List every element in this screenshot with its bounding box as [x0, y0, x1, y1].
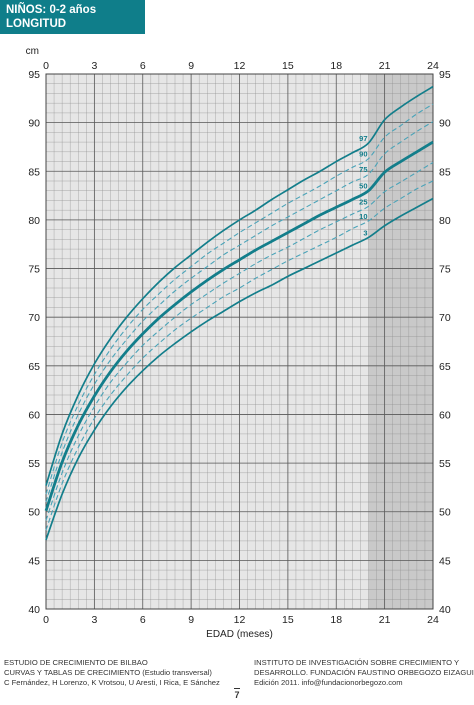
x-tick-label-top: 0 — [43, 60, 49, 72]
percentile-curve-p50 — [44, 140, 434, 512]
x-tick-label-bottom: 6 — [140, 614, 146, 626]
y-tick-label-right: 80 — [439, 215, 451, 227]
y-tick-label-left: 50 — [28, 507, 40, 519]
x-tick-label-top: 6 — [140, 60, 146, 72]
percentile-label-p10: 10 — [359, 212, 367, 221]
x-tick-label-top: 21 — [379, 60, 391, 72]
page-number-text: 7 — [234, 688, 240, 700]
footer-right-line3: Edición 2011. info@fundacionorbegozo.com — [254, 678, 403, 687]
title-box: NIÑOS: 0-2 años LONGITUD — [0, 0, 145, 34]
y-tick-label-right: 60 — [439, 409, 451, 421]
y-tick-label-left: 95 — [28, 69, 40, 81]
percentile-curve-p10 — [45, 180, 434, 531]
y-tick-label-right: 85 — [439, 166, 451, 178]
y-tick-label-right: 40 — [439, 604, 451, 616]
plot-frame — [45, 73, 434, 610]
x-tick-label-top: 3 — [91, 60, 97, 72]
y-tick-label-left: 55 — [28, 458, 40, 470]
footer-right: INSTITUTO DE INVESTIGACIÓN SOBRE CRECIMI… — [254, 658, 474, 688]
y-tick-label-left: 70 — [28, 312, 40, 324]
percentile-label-p75: 75 — [359, 165, 367, 174]
y-tick-label-right: 50 — [439, 507, 451, 519]
x-tick-label-bottom: 12 — [234, 614, 246, 626]
x-tick-label-bottom: 0 — [43, 614, 49, 626]
x-tick-label-bottom: 18 — [330, 614, 342, 626]
page-title: NIÑOS: 0-2 años — [6, 4, 97, 16]
y-tick-label-right: 75 — [439, 264, 451, 276]
y-tick-label-right: 70 — [439, 312, 451, 324]
y-tick-label-left: 75 — [28, 264, 40, 276]
percentile-curve-p97 — [45, 85, 434, 486]
percentile-curve-p3 — [45, 197, 434, 541]
y-tick-label-left: 40 — [28, 604, 40, 616]
x-tick-label-bottom: 3 — [91, 614, 97, 626]
footer-left-line1: ESTUDIO DE CRECIMIENTO DE BILBAO — [4, 658, 148, 667]
x-tick-label-top: 9 — [188, 60, 194, 72]
percentile-label-p97: 97 — [359, 134, 367, 143]
x-tick-label-bottom: 9 — [188, 614, 194, 626]
y-tick-label-left: 60 — [28, 409, 40, 421]
y-tick-label-right: 65 — [439, 361, 451, 373]
percentile-curve-p90 — [45, 103, 434, 495]
y-tick-label-left: 45 — [28, 555, 40, 567]
x-tick-label-top: 12 — [234, 60, 246, 72]
x-tick-label-top: 18 — [330, 60, 342, 72]
y-tick-label-right: 90 — [439, 118, 451, 130]
percentile-curve-p75 — [45, 121, 434, 503]
y-tick-label-right: 95 — [439, 69, 451, 81]
x-tick-label-top: 24 — [427, 60, 439, 72]
x-tick-label-bottom: 21 — [379, 614, 391, 626]
footer-right-line1: INSTITUTO DE INVESTIGACIÓN SOBRE CRECIMI… — [254, 658, 460, 667]
page-number: 7 — [0, 688, 474, 700]
page-subtitle: LONGITUD — [6, 18, 67, 30]
percentile-curve-p25 — [45, 162, 434, 521]
percentile-label-p3: 3 — [363, 228, 367, 237]
footer-left-line3: C Fernández, H Lorenzo, K Vrotsou, U Are… — [4, 678, 220, 687]
y-tick-label-left: 85 — [28, 166, 40, 178]
percentile-label-p90: 90 — [359, 150, 367, 159]
footer-left: ESTUDIO DE CRECIMIENTO DE BILBAO CURVAS … — [4, 658, 220, 688]
x-tick-label-bottom: 24 — [427, 614, 439, 626]
y-tick-label-right: 45 — [439, 555, 451, 567]
y-axis-label: cm — [26, 46, 39, 57]
footer-left-line2: CURVAS Y TABLAS DE CRECIMIENTO (Estudio … — [4, 668, 212, 677]
percentile-label-p25: 25 — [359, 197, 367, 206]
x-axis-label: EDAD (meses) — [206, 629, 273, 640]
footer-right-line2: DESARROLLO. FUNDACIÓN FAUSTINO ORBEGOZO … — [254, 668, 474, 677]
y-tick-label-left: 65 — [28, 361, 40, 373]
y-tick-label-right: 55 — [439, 458, 451, 470]
x-tick-label-top: 15 — [282, 60, 294, 72]
y-tick-label-left: 90 — [28, 118, 40, 130]
y-tick-label-left: 80 — [28, 215, 40, 227]
percentile-label-p50: 50 — [359, 182, 367, 191]
x-tick-label-bottom: 15 — [282, 614, 294, 626]
